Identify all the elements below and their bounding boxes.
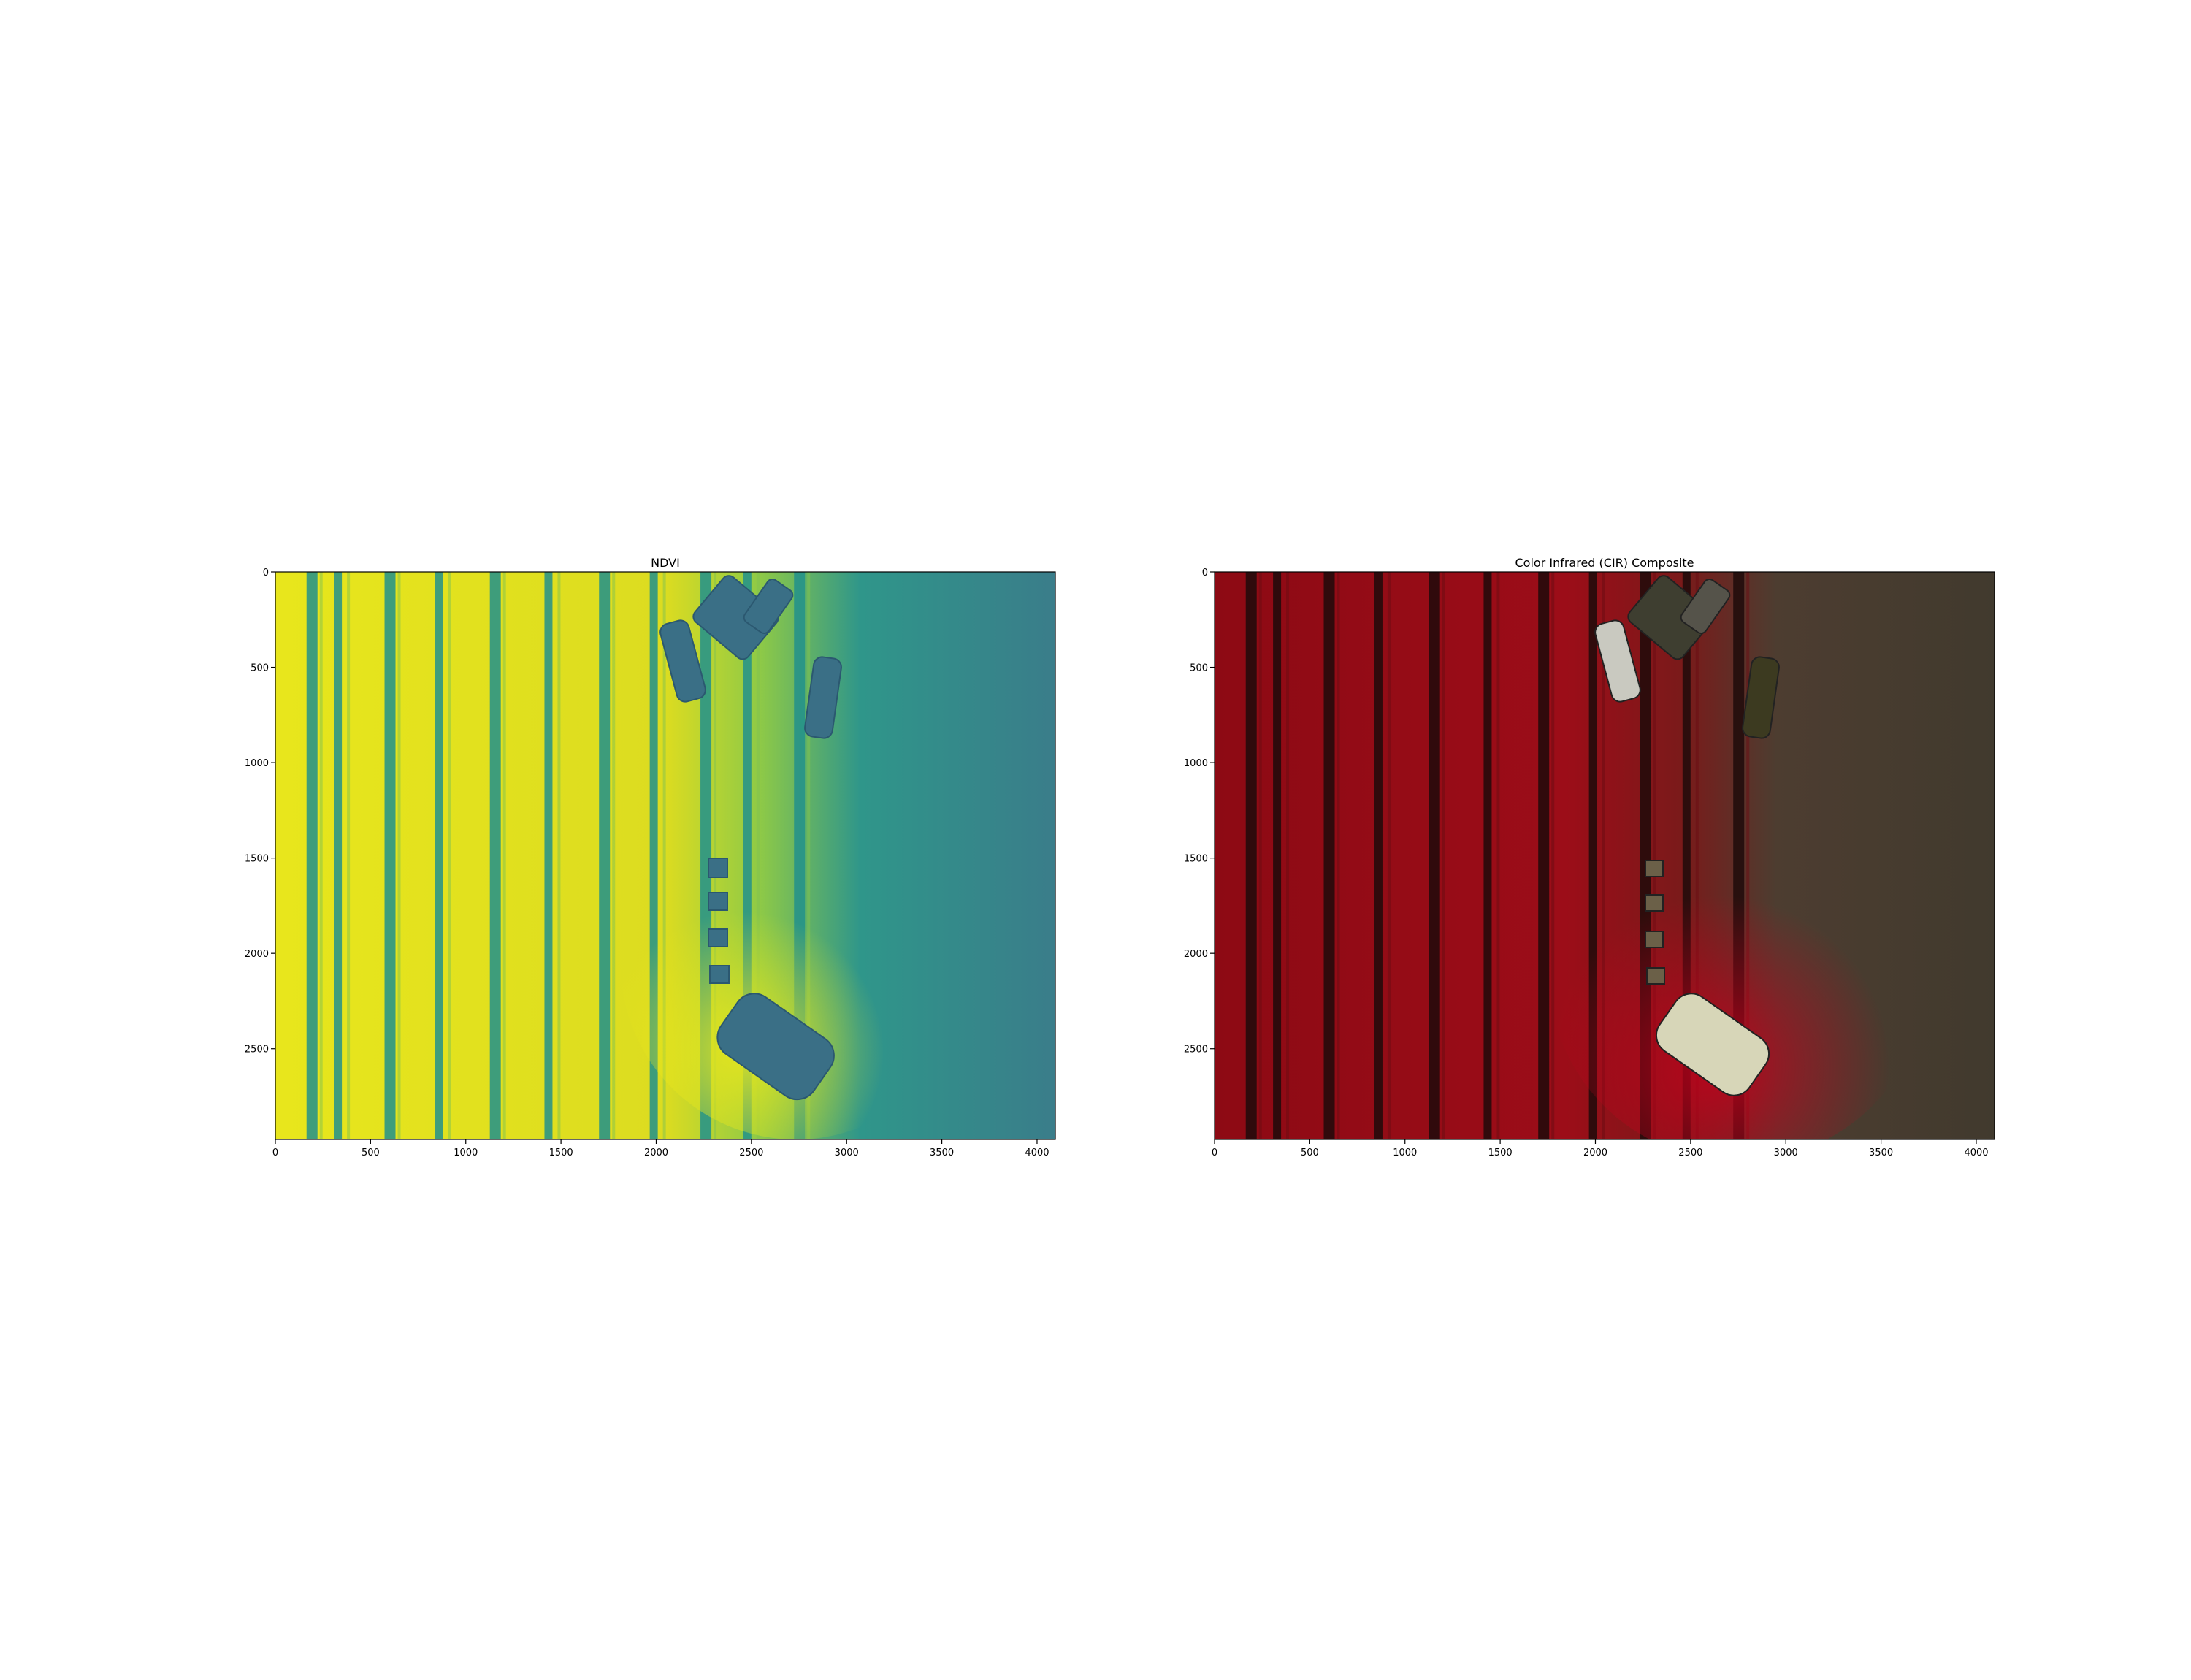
crop-row-stripe <box>435 572 443 1139</box>
crop-row-edge <box>1442 572 1445 1139</box>
crop-row-edge <box>397 572 401 1139</box>
ndvi-panel: NDVI 0 500 1000 1500 2000 2500 3000 3500 4000 0 50… <box>245 556 1056 1158</box>
crop-row-stripe <box>1538 572 1550 1139</box>
y-tick-label: 1000 <box>1184 758 1208 769</box>
x-tick-label: 0 <box>272 1148 278 1158</box>
crop-row-stripe <box>1429 572 1440 1139</box>
x-tick-label: 1500 <box>549 1148 573 1158</box>
ndvi-title: NDVI <box>651 556 680 570</box>
x-tick-label: 1000 <box>1393 1148 1417 1158</box>
x-tick-label: 2000 <box>644 1148 668 1158</box>
x-tick-label: 3500 <box>930 1148 954 1158</box>
y-tick-label: 0 <box>1202 568 1208 579</box>
cir-panel: Color Infrared (CIR) Composite 0 500 1000 1… <box>1184 556 1995 1158</box>
crop-row-edge <box>1496 572 1500 1139</box>
crop-row-edge <box>1337 572 1340 1139</box>
x-tick-label: 500 <box>362 1148 380 1158</box>
crop-row-edge <box>319 572 323 1139</box>
crop-row-edge <box>612 572 616 1139</box>
crop-row-edge <box>1286 572 1290 1139</box>
y-tick-label: 500 <box>251 663 269 674</box>
crop-row-stripe <box>599 572 611 1139</box>
x-tick-label: 1000 <box>454 1148 478 1158</box>
x-tick-label: 4000 <box>1025 1148 1049 1158</box>
x-tick-label: 3000 <box>1774 1148 1798 1158</box>
crop-row-stripe <box>1273 572 1282 1139</box>
y-tick-label: 2500 <box>245 1045 269 1055</box>
crop-row-stripe <box>1374 572 1383 1139</box>
x-tick-label: 1500 <box>1488 1148 1513 1158</box>
crop-row-edge <box>502 572 506 1139</box>
y-tick-label: 500 <box>1190 663 1208 674</box>
cir-title: Color Infrared (CIR) Composite <box>1515 556 1694 570</box>
y-tick-label: 1500 <box>1184 854 1208 865</box>
y-tick-label: 2000 <box>1184 949 1208 960</box>
ndvi-image <box>275 572 1055 1139</box>
x-tick-label: 2500 <box>739 1148 763 1158</box>
x-tick-label: 2000 <box>1583 1148 1607 1158</box>
crop-row-edge <box>1258 572 1262 1139</box>
ndvi-axes: 0 500 1000 1500 2000 2500 3000 3500 4000 0 500 1000… <box>245 568 1049 1158</box>
crop-row-stripe <box>1483 572 1492 1139</box>
crop-row-edge <box>448 572 451 1139</box>
y-tick-label: 1500 <box>245 854 269 865</box>
crop-row-stripe <box>1323 572 1335 1139</box>
crop-row-stripe <box>1245 572 1257 1139</box>
y-tick-label: 2000 <box>245 949 269 960</box>
crop-row-stripe <box>489 572 501 1139</box>
x-tick-label: 3000 <box>835 1148 859 1158</box>
x-tick-label: 2500 <box>1678 1148 1702 1158</box>
crop-row-stripe <box>649 572 658 1139</box>
crop-row-stripe <box>334 572 343 1139</box>
crop-row-stripe <box>544 572 553 1139</box>
crop-row-edge <box>1387 572 1391 1139</box>
x-tick-label: 0 <box>1212 1148 1217 1158</box>
y-tick-label: 2500 <box>1184 1045 1208 1055</box>
cir-vehicles <box>1594 575 1780 1096</box>
crop-row-edge <box>557 572 561 1139</box>
ndvi-vehicles <box>659 575 842 1101</box>
cir-image <box>1215 572 1995 1139</box>
x-tick-label: 3500 <box>1869 1148 1893 1158</box>
crop-row-edge <box>347 572 351 1139</box>
crop-row-stripe <box>306 572 318 1139</box>
crop-row-stripe <box>384 572 396 1139</box>
cir-axes: 0 500 1000 1500 2000 2500 3000 3500 4000 0 500 1000… <box>1184 568 1989 1158</box>
x-tick-label: 500 <box>1301 1148 1319 1158</box>
y-tick-label: 0 <box>263 568 269 579</box>
x-tick-label: 4000 <box>1964 1148 1988 1158</box>
y-tick-label: 1000 <box>245 758 269 769</box>
crop-row-edge <box>1551 572 1555 1139</box>
